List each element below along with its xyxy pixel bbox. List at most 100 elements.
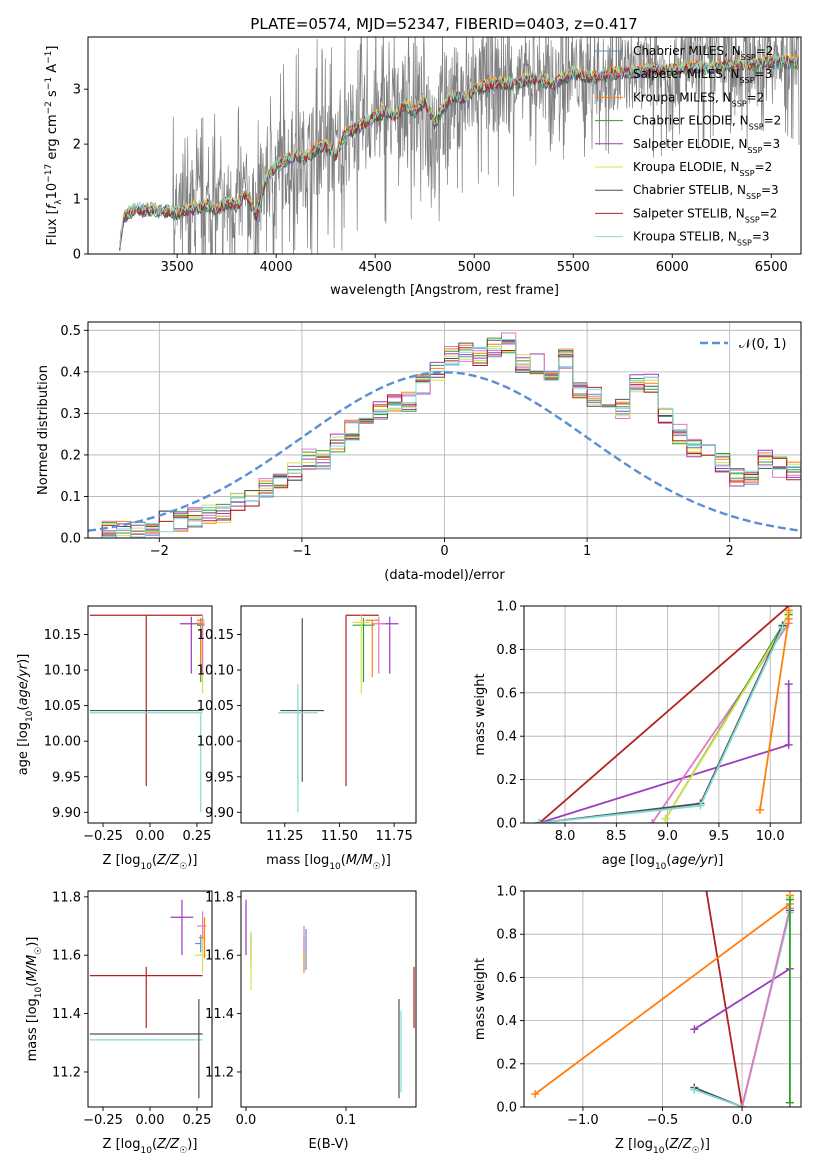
plot-area-mass_vs_EBV — [245, 899, 415, 1099]
x-tick-label: −0.25 — [83, 1113, 123, 1128]
y-axis-label-part: A — [45, 64, 60, 77]
model-spectrum-chabrier-stelib — [119, 57, 799, 251]
plot-area-spectrum — [119, 37, 800, 254]
y-tick-label: 9.90 — [52, 806, 81, 821]
y-tick-label: 11.4 — [52, 1007, 81, 1022]
plot-area-mass_weight_vs_Z — [531, 891, 794, 1107]
y-tick-label: 10.05 — [44, 699, 81, 714]
y-axis-label-part: f — [45, 202, 60, 209]
axes-spectrum: 3500 4000 4500 5000 5500 6000 6500 0 1 2 3 Chabrier… — [44, 36, 802, 298]
x-axis-label-part: Z/Z — [156, 1137, 180, 1152]
y-tick-label: 0.2 — [496, 773, 517, 788]
x-tick-label: 0.1 — [336, 1113, 357, 1128]
y-axis-label-part: age [log — [16, 722, 31, 775]
axes-residuals: −2 −1 0 1 2 0.0 0.1 0.2 0.3 0.4 0.5 𝒩(0, 1) (data-mo… — [36, 321, 802, 583]
x-axis-label-part: ☉ — [179, 1146, 187, 1156]
axes-frame — [240, 890, 417, 1108]
plot-area-mass_vs_Z — [89, 899, 207, 1099]
legend-label: Chabrier MILES, NSSP=2 — [633, 44, 773, 62]
x-axis-label-part: 10 — [329, 862, 341, 872]
x-tick-label: 0 — [440, 544, 448, 559]
legend-label-sub: SSP — [740, 76, 755, 85]
y-tick-label: 11.8 — [205, 890, 234, 905]
y-axis-label-part: ( — [25, 982, 40, 987]
x-axis-label-part: 10 — [140, 862, 152, 872]
x-axis-label-part: age/yr — [671, 853, 714, 868]
legend-label-tail: =2 — [764, 114, 782, 128]
x-tick-label: 8.0 — [555, 829, 576, 844]
legend-label: Kroupa ELODIE, NSSP=2 — [633, 160, 772, 178]
legend-label-sub: SSP — [740, 169, 755, 178]
axes-frame — [240, 605, 417, 824]
y-tick-label: 0.4 — [496, 730, 517, 745]
x-axis-label-part: )] — [713, 853, 723, 868]
y-tick-label: 1 — [73, 193, 81, 208]
y-axis-label: age [log10(age/yr)] — [16, 654, 35, 776]
x-tick-label: 9.0 — [657, 829, 678, 844]
axes-mass_vs_EBV: 0.0 0.1 11.2 11.4 11.6 11.8 E(B-V) — [205, 890, 417, 1152]
x-tick-label: 0.0 — [236, 1113, 257, 1128]
y-tick-label: 10.15 — [197, 628, 234, 643]
y-tick-label: 0.5 — [60, 324, 81, 339]
y-axis-label: mass [log10(M/M☉)] — [25, 937, 44, 1062]
legend-label-tail: =3 — [755, 67, 773, 81]
y-axis-label-part: −17 — [44, 164, 54, 183]
y-tick-label: 10.15 — [44, 628, 81, 643]
y-tick-label: 10.10 — [197, 664, 234, 679]
legend-gauss-label: 𝒩(0, 1) — [739, 337, 786, 352]
x-tick-label: −2 — [150, 544, 169, 559]
legend-label-text: Kroupa ELODIE, N — [633, 160, 740, 174]
legend-label-sub: SSP — [746, 192, 761, 201]
y-tick-label: 10.00 — [44, 735, 81, 750]
legend-label: Chabrier STELIB, NSSP=3 — [633, 183, 779, 201]
axes-mass_weight_vs_Z: −1.0 −0.5 0.0 0.0 0.2 0.4 0.6 0.8 1.0 Z [log10(Z/… — [473, 885, 802, 1156]
x-axis-label-part: )] — [700, 1137, 710, 1152]
legend-label-sub: SSP — [749, 122, 764, 131]
weight-line-salpeter-stelib — [538, 606, 790, 823]
y-tick-label: 11.6 — [52, 949, 81, 964]
y-tick-label: 9.95 — [205, 770, 234, 785]
legend-label-tail: =3 — [761, 183, 779, 197]
x-axis-label-part: )] — [381, 853, 391, 868]
y-tick-label: 9.90 — [205, 806, 234, 821]
y-tick-label: 10.00 — [197, 735, 234, 750]
x-axis-label-part: E(B-V) — [308, 1137, 348, 1152]
y-axis-label: Flux [fλ10−17 erg cm−2 s−1 A−1] — [44, 46, 64, 246]
x-tick-label: 4500 — [359, 260, 392, 275]
gaussian-curve — [88, 371, 801, 532]
plots-layer: 3500 4000 4500 5000 5500 6000 6500 0 1 2 3 Chabrier… — [16, 36, 802, 1156]
y-axis-label-part: 10 — [25, 710, 35, 722]
x-tick-label: −0.25 — [83, 829, 123, 844]
histogram-step-salpeter-stelib — [88, 347, 801, 538]
y-axis-label-part: M/M — [25, 955, 40, 982]
y-axis-label-part: s — [45, 90, 60, 101]
x-axis-label-part: 10 — [655, 862, 667, 872]
legend-label-tail: =2 — [755, 160, 773, 174]
y-tick-label: 0 — [73, 248, 81, 263]
y-axis-label-part: mass [log — [25, 998, 40, 1061]
x-tick-label: 0.25 — [182, 829, 211, 844]
legend-label-text: Salpeter STELIB, N — [633, 206, 745, 220]
y-tick-label: 0.6 — [496, 971, 517, 986]
legend-label: Salpeter MILES, NSSP=3 — [633, 67, 772, 85]
y-tick-label: 0.6 — [496, 686, 517, 701]
y-tick-label: 1.0 — [496, 600, 517, 615]
y-tick-label: 11.8 — [52, 890, 81, 905]
legend-label-sub: SSP — [741, 53, 756, 62]
y-tick-label: 10.05 — [197, 699, 234, 714]
y-axis-label: Normed distribution — [36, 365, 51, 495]
x-axis-label: (data-model)/error — [384, 568, 505, 583]
y-tick-label: 11.6 — [205, 949, 234, 964]
y-axis-label-part: ☉ — [34, 947, 44, 955]
x-axis-label-part: )] — [187, 853, 197, 868]
y-tick-label: 11.2 — [52, 1065, 81, 1080]
legend-label-tail: =2 — [756, 44, 774, 58]
axes-age_vs_mass: 11.25 11.50 11.75 9.90 9.95 10.00 10.05 10.10 10… — [197, 605, 417, 872]
x-tick-label: −0.5 — [647, 1113, 679, 1128]
legend-label: Kroupa MILES, NSSP=2 — [633, 90, 764, 108]
y-tick-label: 11.4 — [205, 1007, 234, 1022]
plot-area-mass_weight_vs_age — [535, 606, 793, 823]
